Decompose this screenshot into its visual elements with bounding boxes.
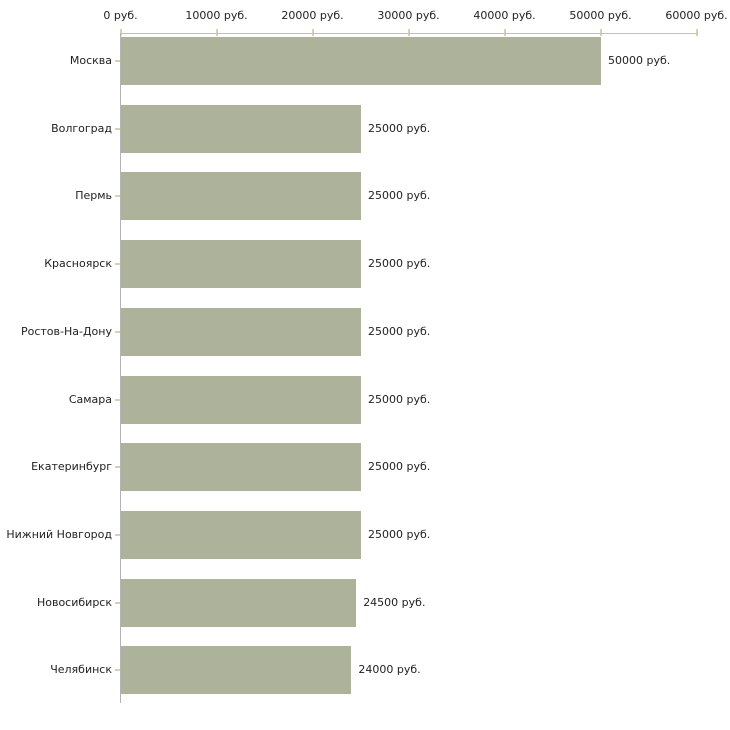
bar	[121, 646, 352, 695]
bar-value-label: 25000 руб.	[368, 392, 431, 406]
y-axis-tick-mark	[115, 263, 120, 266]
bar	[121, 104, 361, 153]
y-axis-line	[120, 33, 121, 703]
y-axis-tick-mark	[115, 127, 120, 130]
bar	[121, 172, 361, 221]
y-axis-tick-mark	[115, 330, 120, 333]
bar	[121, 510, 361, 559]
y-axis-tick-mark	[115, 533, 120, 536]
y-axis-tick-mark	[115, 466, 120, 469]
bar-value-label: 24000 руб.	[358, 663, 421, 677]
y-axis-tick-mark	[115, 195, 120, 198]
category-label: Пермь	[75, 189, 112, 203]
bar	[121, 578, 357, 627]
bar	[121, 37, 601, 85]
y-axis-tick-mark	[115, 398, 120, 401]
category-label: Ростов-На-Дону	[20, 324, 112, 338]
bar-value-label: 25000 руб.	[368, 257, 431, 271]
x-axis-tick-label: 50000 руб.	[569, 9, 632, 22]
x-axis-tick-label: 40000 руб.	[473, 9, 536, 22]
bar	[121, 375, 361, 424]
x-axis-tick-label: 10000 руб.	[185, 9, 248, 22]
category-label: Самара	[68, 392, 112, 406]
y-axis-tick-mark	[115, 60, 120, 62]
category-label: Екатеринбург	[31, 460, 112, 474]
x-axis-tick-mark	[503, 29, 506, 36]
x-axis-tick-mark	[311, 29, 314, 36]
bar	[121, 240, 361, 289]
y-axis-tick-mark	[115, 669, 120, 672]
category-label: Москва	[69, 54, 112, 67]
bar-value-label: 24500 руб.	[363, 595, 426, 609]
x-axis-tick-mark	[119, 29, 122, 36]
x-axis-tick-label: 60000 руб.	[665, 9, 728, 22]
category-label: Челябинск	[50, 663, 112, 677]
bar	[121, 443, 361, 492]
x-axis-line	[120, 33, 698, 34]
bar-value-label: 25000 руб.	[368, 324, 431, 338]
bar-value-label: 25000 руб.	[368, 189, 431, 203]
x-axis-tick-mark	[695, 29, 698, 36]
bar	[121, 307, 361, 356]
bar-value-label: 25000 руб.	[368, 527, 431, 541]
x-axis-tick-label: 0 руб.	[103, 9, 138, 22]
x-axis-tick-mark	[599, 29, 602, 36]
bar-value-label: 50000 руб.	[608, 54, 671, 67]
category-label: Красноярск	[44, 257, 112, 271]
bar-value-label: 25000 руб.	[368, 460, 431, 474]
category-label: Новосибирск	[36, 595, 112, 609]
y-axis-tick-mark	[115, 601, 120, 604]
x-axis-tick-mark	[215, 29, 218, 36]
x-axis-tick-mark	[407, 29, 410, 36]
x-axis-tick-label: 20000 руб.	[281, 9, 344, 22]
bar-value-label: 25000 руб.	[368, 121, 431, 135]
category-label: Нижний Новгород	[6, 527, 112, 541]
category-label: Волгоград	[51, 121, 112, 135]
x-axis-tick-label: 30000 руб.	[377, 9, 440, 22]
